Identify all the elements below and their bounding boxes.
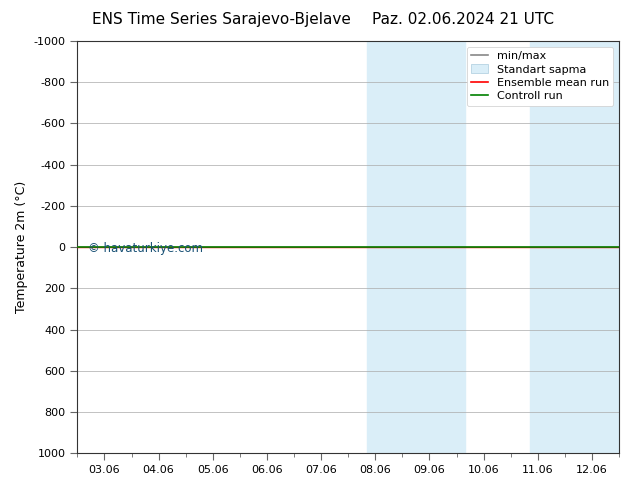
Bar xyxy=(405,41,465,453)
Y-axis label: Temperature 2m (°C): Temperature 2m (°C) xyxy=(15,181,28,313)
Bar xyxy=(529,41,567,453)
Bar xyxy=(567,41,622,453)
Bar xyxy=(367,41,405,453)
Text: ENS Time Series Sarajevo-Bjelave: ENS Time Series Sarajevo-Bjelave xyxy=(93,12,351,27)
Text: © havaturkiye.com: © havaturkiye.com xyxy=(88,242,203,255)
Legend: min/max, Standart sapma, Ensemble mean run, Controll run: min/max, Standart sapma, Ensemble mean r… xyxy=(467,47,614,106)
Text: Paz. 02.06.2024 21 UTC: Paz. 02.06.2024 21 UTC xyxy=(372,12,554,27)
